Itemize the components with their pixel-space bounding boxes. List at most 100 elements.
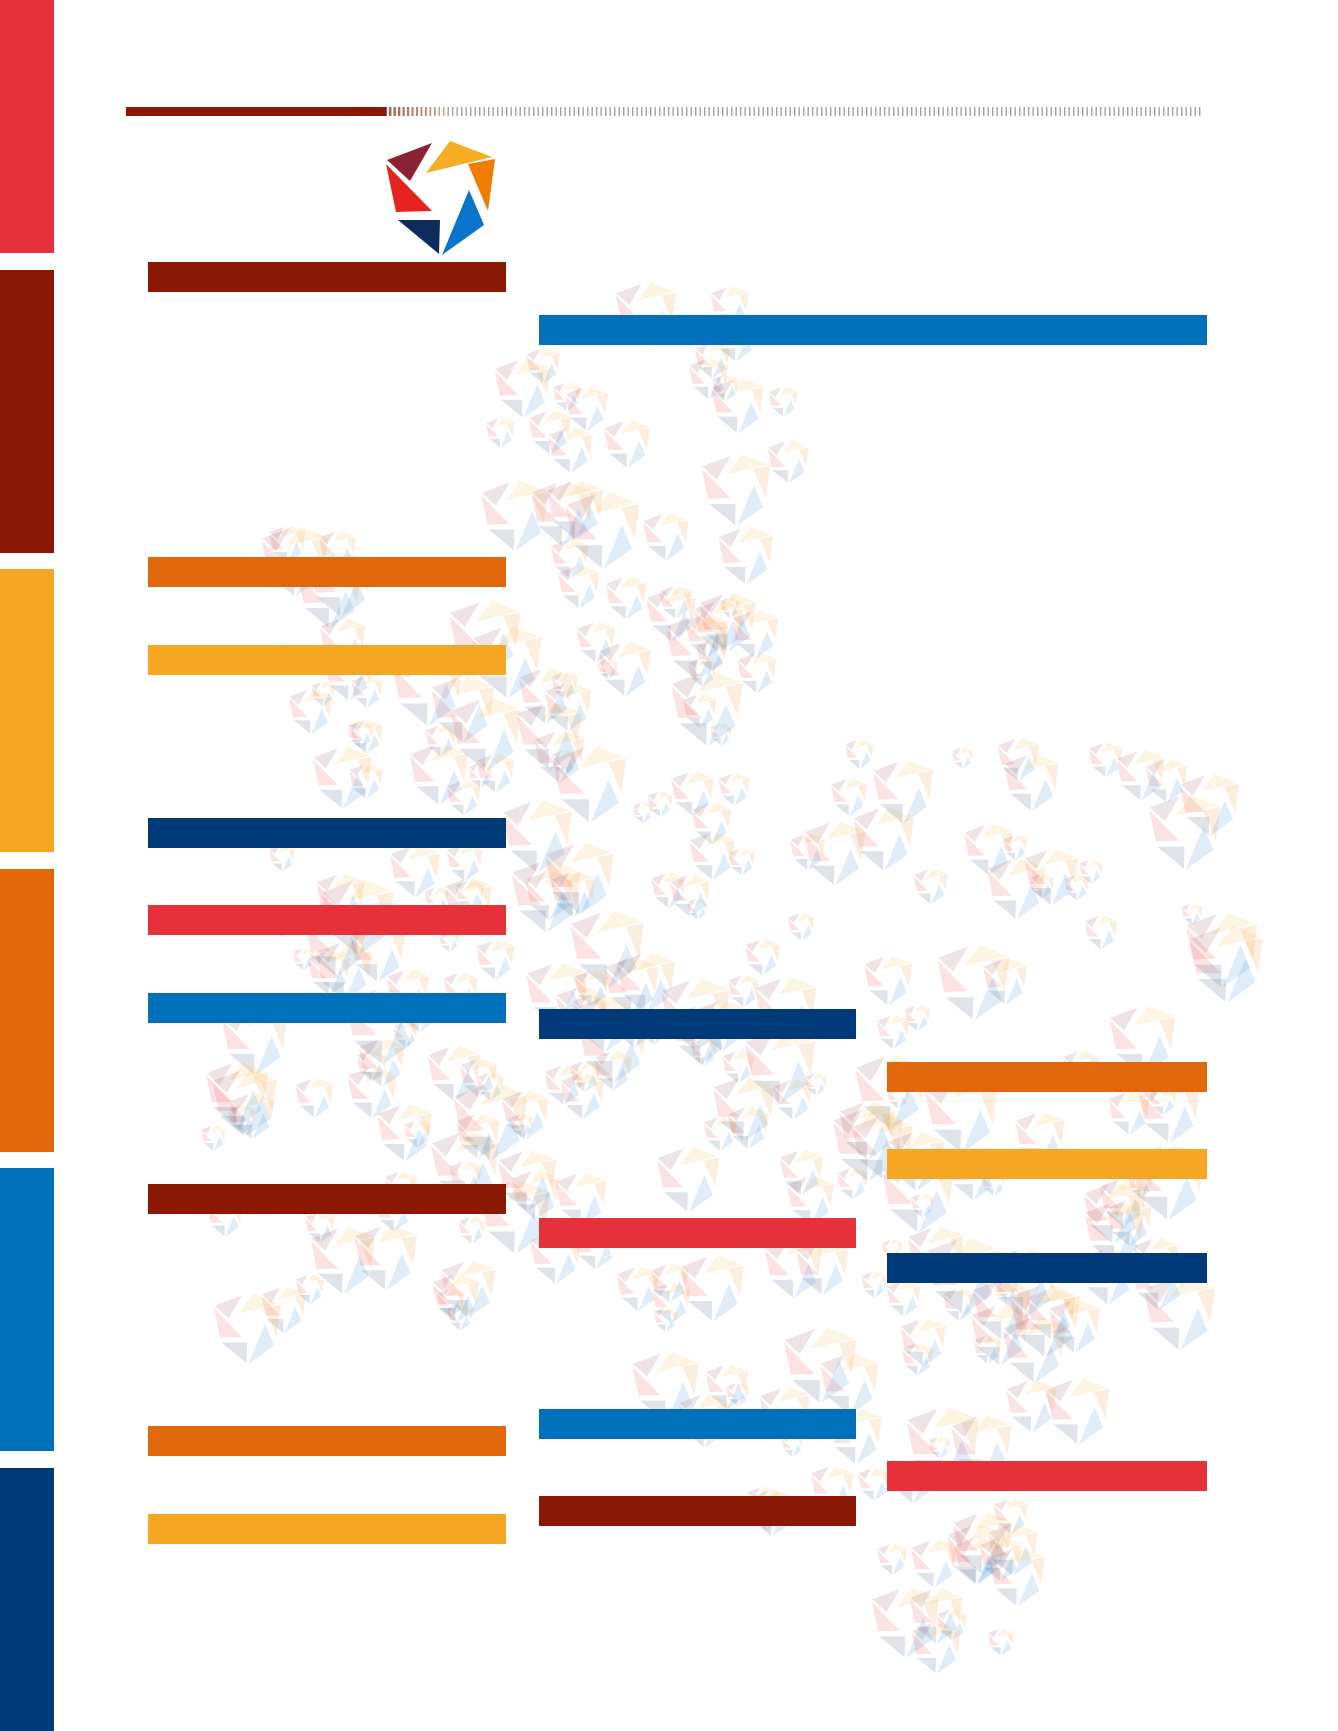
watermark-logo-icon [1029, 873, 1054, 899]
logo-icon [386, 141, 495, 255]
rule-tick [600, 107, 602, 116]
watermark-logo-icon [269, 844, 295, 872]
watermark-logo-icon [570, 911, 644, 989]
watermark-logo-icon [1049, 1299, 1100, 1353]
rule-tick [1100, 107, 1102, 116]
rule-tick [366, 107, 370, 116]
rule-tick [915, 107, 917, 116]
watermark-logo-icon [565, 491, 640, 569]
rule-tick [1181, 107, 1183, 116]
watermark-logo-icon [689, 358, 729, 400]
rule-tick [1019, 107, 1021, 116]
section-bar-blue [148, 993, 506, 1023]
rule-tick [474, 107, 476, 116]
header-bar-blue [539, 315, 1207, 345]
rule-tick [1064, 107, 1066, 116]
watermark-logo-icon [311, 681, 335, 706]
watermark-logo-icon [427, 1045, 481, 1102]
watermark-logo-icon [858, 1467, 890, 1501]
watermark-logo-icon [437, 1288, 464, 1317]
watermark-logo-icon [779, 1150, 823, 1196]
rule-tick [1014, 107, 1016, 116]
watermark-logo-icon [653, 1307, 678, 1332]
rule-tick [1032, 107, 1034, 116]
rule-tick [654, 107, 656, 116]
sidebar-strip-blue [0, 1168, 54, 1451]
watermark-logo-icon [441, 1260, 496, 1318]
watermark-logo-icon [525, 871, 573, 921]
section-bar-orange [148, 1426, 506, 1456]
rule-tick [627, 107, 629, 116]
rule-tick [357, 107, 361, 116]
watermark-logo-icon [745, 938, 780, 976]
watermark-logo-icon [1079, 859, 1103, 884]
watermark-logo-icon [476, 939, 515, 980]
rule-tick [659, 107, 661, 116]
rule-tick [713, 107, 715, 116]
rule-tick [434, 107, 436, 116]
rule-tick [443, 107, 445, 116]
watermark-logo-icon [805, 1073, 827, 1096]
watermark-logo-icon [691, 802, 731, 844]
rule-tick [452, 107, 454, 116]
rule-tick [753, 107, 755, 116]
rule-tick [861, 107, 863, 116]
rule-tick [362, 107, 365, 116]
rule-tick [938, 107, 940, 116]
watermark-logo-icon [526, 348, 560, 384]
rule-tick [1172, 107, 1174, 116]
rule-tick [780, 107, 782, 116]
rule-tick [506, 107, 508, 116]
rule-tick [1086, 107, 1088, 116]
rule-tick [573, 107, 575, 116]
sidebar-strip-red [0, 0, 54, 253]
rule-tick [969, 107, 971, 116]
watermark-logo-icon [971, 1305, 1029, 1366]
watermark-logo-icon [458, 1216, 485, 1244]
watermark-logo-icon [936, 1608, 967, 1641]
rule-tick [542, 107, 544, 116]
rule-tick [888, 107, 890, 116]
watermark-logo-icon [659, 585, 692, 620]
section-bar-navy [539, 1009, 856, 1039]
rule-tick [645, 107, 647, 116]
sidebar-strip-dark-red [0, 270, 54, 553]
watermark-logo-icon [1189, 926, 1263, 1003]
watermark-logo-icon [604, 957, 659, 1015]
rule-tick [537, 107, 539, 116]
rule-tick [681, 107, 683, 116]
watermark-logo-icon [701, 454, 771, 526]
rule-tick [524, 107, 526, 116]
rule-tick [609, 107, 611, 116]
watermark-logo-icon [861, 1271, 887, 1299]
rule-tick [447, 107, 449, 116]
section-bar-red [148, 905, 506, 935]
watermark-logo-icon [928, 1436, 951, 1459]
rule-tick [425, 107, 427, 116]
watermark-logo-icon [574, 970, 609, 1007]
rule-tick [353, 107, 357, 116]
rule-tick [830, 107, 832, 116]
watermark-logo-icon [468, 762, 493, 788]
rule-tick [735, 107, 737, 116]
watermark-logo-icon [831, 778, 868, 816]
watermark-logo-icon [292, 948, 315, 971]
watermark-logo-icon [732, 610, 779, 659]
rule-tick [1077, 107, 1079, 116]
watermark-logo-icon [1003, 835, 1028, 861]
rule-tick [519, 107, 521, 116]
watermark-logo-icon [737, 652, 776, 694]
rule-tick [672, 107, 674, 116]
rule-tick [816, 107, 818, 116]
rule-tick [879, 107, 881, 116]
rule-tick [870, 107, 872, 116]
rule-tick [983, 107, 985, 116]
rule-tick [497, 107, 499, 116]
watermark-logo-icon [728, 848, 755, 876]
watermark-logo-icon [1149, 795, 1221, 870]
rule-tick [744, 107, 746, 116]
watermark-logo-icon [201, 1125, 226, 1151]
watermark-logo-icon [671, 771, 714, 816]
rule-tick [348, 107, 352, 116]
watermark-logo-icon [565, 386, 608, 431]
